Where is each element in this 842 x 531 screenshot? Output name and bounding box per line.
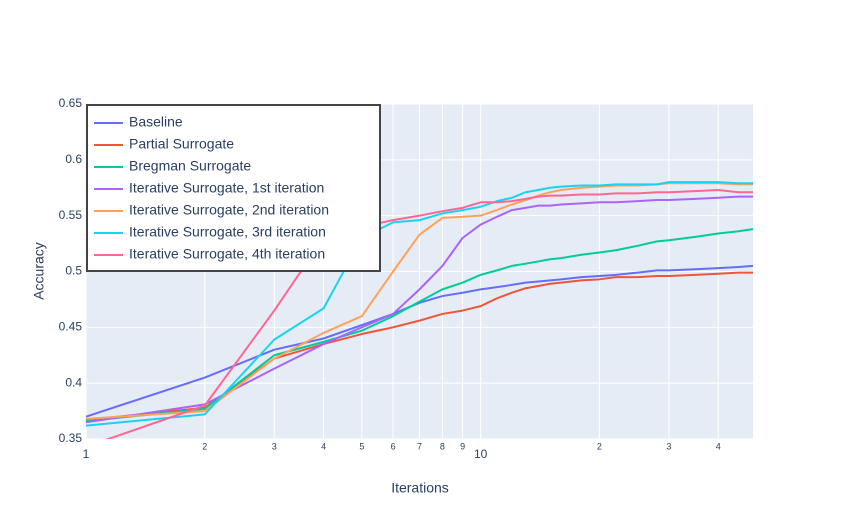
x-tick-label: 4 <box>716 441 721 451</box>
x-tick-label: 10 <box>474 447 488 461</box>
legend-label: Iterative Surrogate, 2nd iteration <box>129 202 329 218</box>
y-tick-label: 0.6 <box>65 152 82 166</box>
y-tick-label: 0.45 <box>59 320 83 334</box>
series-line <box>86 228 753 423</box>
legend: Baseline Partial Surrogate Bregman Surroga… <box>86 104 381 272</box>
legend-label: Iterative Surrogate, 1st iteration <box>129 180 324 196</box>
x-tick-label: 2 <box>597 441 602 451</box>
legend-label: Iterative Surrogate, 4th iteration <box>129 246 325 262</box>
x-tick-label: 5 <box>359 441 364 451</box>
x-tick-label: 6 <box>391 441 396 451</box>
x-axis-title: Iterations <box>391 480 449 496</box>
legend-label: Iterative Surrogate, 3rd iteration <box>129 224 326 240</box>
x-tick-label: 3 <box>272 441 277 451</box>
legend-box <box>86 104 381 272</box>
legend-label: Bregman Surrogate <box>129 158 251 174</box>
legend-label: Partial Surrogate <box>129 136 234 152</box>
x-tick-label: 8 <box>440 441 445 451</box>
y-tick-label: 0.35 <box>59 431 83 445</box>
series-line <box>86 271 753 422</box>
y-tick-label: 0.5 <box>65 264 82 278</box>
x-tick-label: 1 <box>83 447 90 461</box>
x-tick-label: 4 <box>321 441 326 451</box>
legend-label: Baseline <box>129 114 183 130</box>
x-tick-label: 3 <box>666 441 671 451</box>
series-line <box>86 264 753 418</box>
y-tick-label: 0.55 <box>59 208 83 222</box>
lines <box>86 181 753 439</box>
x-tick-label: 9 <box>460 441 465 451</box>
y-tick-label: 0.4 <box>65 375 82 389</box>
y-tick-label: 0.65 <box>59 96 83 110</box>
y-axis-title: Accuracy <box>31 242 47 300</box>
x-tick-label: 2 <box>202 441 207 451</box>
x-tick-label: 7 <box>417 441 422 451</box>
ticks: 0.35 0.4 0.45 0.5 0.55 0.6 0.65 1 2 3 4 5 6 7 8 9 10 2 3 4 <box>59 96 721 461</box>
series-line <box>86 195 753 424</box>
